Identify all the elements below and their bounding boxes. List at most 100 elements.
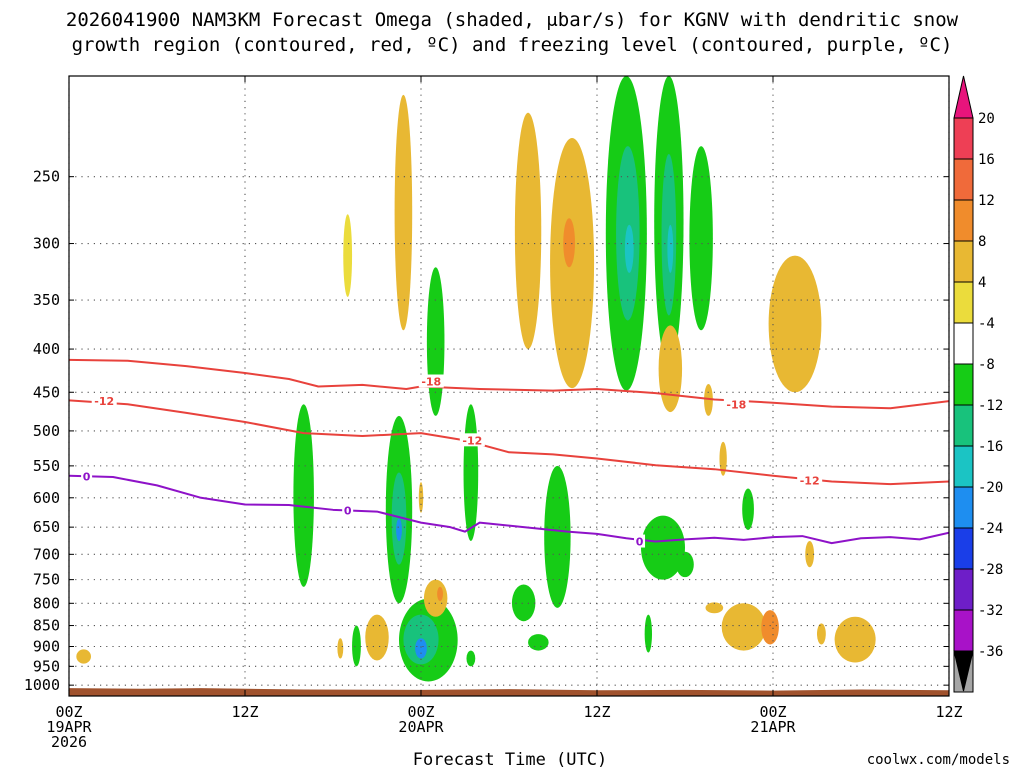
contour-label-bg-minus-12-0 (91, 394, 117, 408)
omega-cell-ak (676, 551, 694, 578)
colorbar-segment-1 (953, 158, 974, 201)
omega-cell-b (343, 214, 353, 297)
omega-cell-c (394, 94, 413, 331)
xtick-label-0-2: 19APR (46, 718, 92, 736)
colorbar-label-2: 12 (978, 193, 995, 209)
omega-cell-ae (544, 465, 571, 608)
omega-cell-o (704, 384, 713, 416)
x-axis-label: Forecast Time (UTC) (413, 750, 607, 768)
omega-cell-ai (644, 614, 652, 653)
ytick-label-550: 550 (33, 457, 60, 475)
contour-label-minus-12-2: -12 (800, 474, 820, 487)
colorbar-segment-0 (953, 117, 974, 160)
omega-cell-aa (437, 586, 444, 602)
xtick-label-24-2: 20APR (398, 718, 444, 736)
chart-title-line-1: 2026041900 NAM3KM Forecast Omega (shaded… (66, 9, 959, 31)
ytick-label-800: 800 (33, 594, 60, 612)
colorbar-segment-12 (953, 609, 974, 652)
contour-label-minus-12-0: -12 (94, 395, 114, 408)
contour-label-minus-18-0: -18 (421, 376, 441, 389)
ytick-label-500: 500 (33, 422, 60, 440)
contour-label-bg-freezing-level-2 (634, 534, 646, 548)
omega-cell-u (396, 518, 402, 541)
ytick-label-1000: 1000 (24, 676, 60, 694)
omega-cell-an (834, 616, 876, 663)
omega-cell-af (511, 584, 536, 622)
colorbar-label-12: -32 (978, 603, 1003, 619)
contour-freezing-level (69, 474, 949, 545)
contour-label-freezing-level-2: 0 (636, 536, 644, 549)
ytick-label-350: 350 (33, 291, 60, 309)
xtick-label-0-3: 2026 (51, 733, 87, 751)
omega-cell-n (658, 325, 683, 413)
omega-cell-ac (352, 625, 361, 667)
omega-cell-aq (705, 602, 724, 614)
omega-cell-ao (817, 623, 826, 645)
omega-cell-as (719, 441, 727, 476)
omega-cell-am (761, 610, 779, 645)
colorbar-label-6: -8 (978, 357, 995, 373)
colorbar-label-4: 4 (978, 275, 986, 291)
colorbar-segment-8 (953, 445, 974, 488)
colorbar-segment-4 (953, 281, 974, 324)
colorbar-segment-6 (953, 363, 974, 406)
colorbar-bottom-arrow (953, 650, 974, 692)
colorbar-label-9: -20 (978, 480, 1003, 496)
ytick-label-600: 600 (33, 489, 60, 507)
omega-cell-f (563, 218, 576, 268)
omega-cell-x (415, 638, 427, 659)
omega-cell-m (689, 146, 713, 331)
omega-cell-aj (742, 488, 754, 530)
colorbar-segment-7 (953, 404, 974, 447)
omega-cell-at (418, 482, 424, 513)
colorbar-segment-3 (953, 240, 974, 283)
contour-minus-18 (69, 358, 949, 410)
omega-cell-d (514, 112, 542, 350)
y-axis-ticks: 250 300 350 400 450 500 550 600 650 700 750 800 850 9… (24, 168, 949, 694)
omega-colorbar: 20 16 12 8 4 -4 -8 -12 -16 -20 -24 -28 -32 -36 (953, 75, 1003, 693)
colorbar-segment-9 (953, 486, 974, 529)
omega-cell-al (721, 603, 766, 651)
omega-cell-a (76, 649, 91, 664)
ytick-label-850: 850 (33, 617, 60, 635)
omega-cell-ad (466, 650, 476, 667)
colorbar-label-5: -4 (978, 316, 995, 332)
credit-link[interactable]: coolwx.com/models (867, 752, 1010, 768)
contour-minus-12 (69, 399, 949, 486)
contour-label-bg-freezing-level-0 (81, 469, 93, 483)
colorbar-label-8: -16 (978, 439, 1003, 455)
xtick-label-48-1: 00Z (759, 703, 786, 721)
colorbar-segment-2 (953, 199, 974, 242)
omega-cell-ah (641, 515, 685, 580)
omega-cell-r (293, 404, 314, 587)
contour-label-minus-18-1: -18 (726, 398, 746, 411)
omega-cell-ap (805, 540, 815, 568)
ytick-label-250: 250 (33, 168, 60, 186)
contour-layer: -18 -18 -12 -12 -12 0 0 0 (69, 358, 949, 549)
omega-cell-z (423, 579, 448, 617)
contour-label-bg-minus-12-1 (459, 433, 485, 447)
xtick-label-0-1: 00Z (55, 703, 82, 721)
colorbar-top-arrow (953, 75, 974, 119)
omega-cell-l (667, 224, 674, 273)
omega-cell-ag (528, 634, 549, 651)
contour-label-freezing-level-1: 0 (344, 504, 352, 517)
contour-label-bg-freezing-level-1 (342, 503, 354, 517)
colorbar-segment-5 (953, 322, 974, 365)
ytick-label-300: 300 (33, 235, 60, 253)
colorbar-label-13: -36 (978, 644, 1003, 660)
colorbar-label-0: 20 (978, 111, 995, 127)
ground-layer (69, 688, 949, 696)
omega-cell-y (463, 404, 479, 541)
ytick-label-450: 450 (33, 383, 60, 401)
omega-cell-i (624, 224, 634, 273)
omega-shading-layer (76, 76, 876, 682)
xtick-label-60-1: 12Z (935, 703, 962, 721)
ytick-label-700: 700 (33, 545, 60, 563)
ytick-label-750: 750 (33, 571, 60, 589)
xtick-label-12-1: 12Z (231, 703, 258, 721)
plot-frame (68, 75, 950, 697)
ground-fill (69, 688, 949, 696)
